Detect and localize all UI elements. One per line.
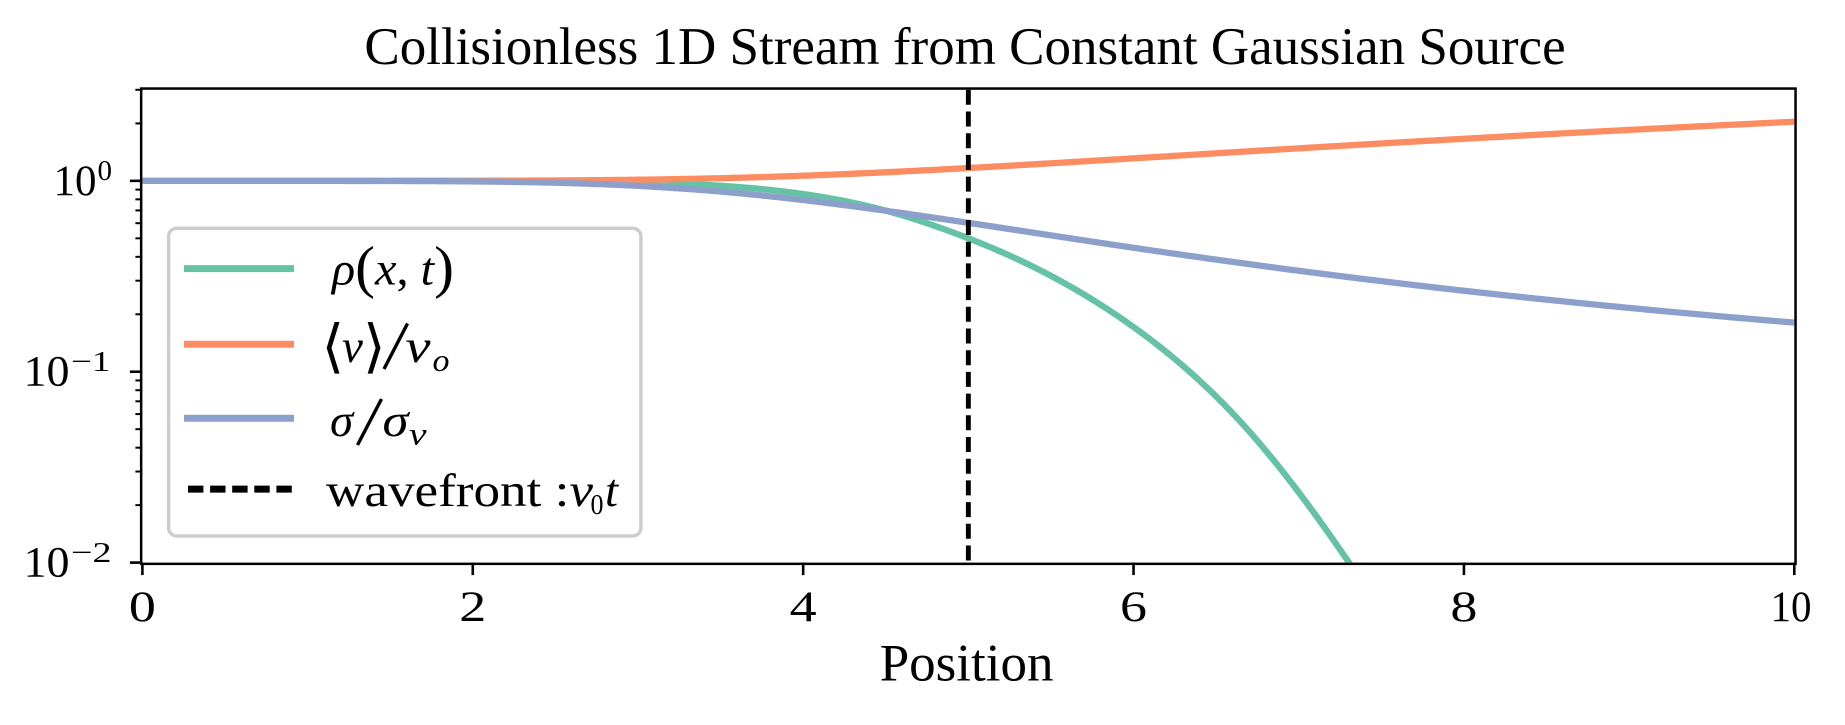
svg-text:4: 4 xyxy=(790,584,817,631)
svg-text:10: 10 xyxy=(24,349,70,396)
svg-text:t: t xyxy=(605,465,619,517)
svg-text:0: 0 xyxy=(591,490,604,521)
svg-text:6: 6 xyxy=(1120,584,1147,631)
svg-text:v: v xyxy=(409,416,427,452)
svg-text:wavefront :v: wavefront :v xyxy=(326,465,593,517)
svg-text:σ: σ xyxy=(330,395,355,447)
svg-text:σ: σ xyxy=(383,395,411,447)
svg-text:0: 0 xyxy=(98,155,113,187)
svg-text:10: 10 xyxy=(1771,584,1812,631)
svg-text:ρ(x, t): ρ(x, t) xyxy=(330,234,454,299)
svg-text:−1: −1 xyxy=(71,346,111,378)
svg-text:8: 8 xyxy=(1450,584,1477,631)
svg-text:⟨v⟩: ⟨v⟩ xyxy=(322,314,386,379)
svg-text:0: 0 xyxy=(129,584,156,631)
svg-text:Position: Position xyxy=(880,635,1054,693)
svg-text:10: 10 xyxy=(24,540,70,587)
svg-text:10: 10 xyxy=(54,158,97,205)
svg-text:2: 2 xyxy=(459,584,486,631)
svg-text:v: v xyxy=(406,321,431,373)
svg-text:−2: −2 xyxy=(71,537,112,569)
svg-text:Collisionless 1D Stream from C: Collisionless 1D Stream from Constant Ga… xyxy=(364,18,1565,76)
svg-text:o: o xyxy=(433,342,450,378)
